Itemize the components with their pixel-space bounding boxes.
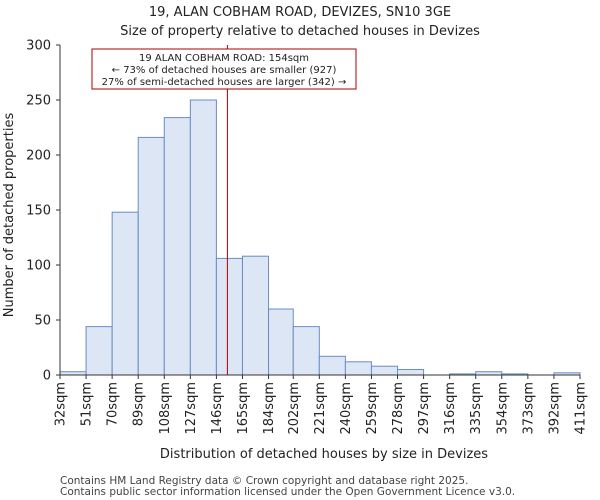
histogram-bar-259sqm bbox=[370, 365, 399, 376]
histogram-bar-278sqm bbox=[397, 369, 425, 376]
histogram-bar-51sqm bbox=[85, 326, 113, 376]
x-tick-label: 259sqm bbox=[365, 382, 380, 435]
x-tick-label: 202sqm bbox=[287, 382, 302, 435]
x-axis-label: Distribution of detached houses by size … bbox=[160, 447, 488, 462]
annotation-line-2: ← 73% of detached houses are smaller (92… bbox=[112, 65, 337, 76]
x-tick-label: 70sqm bbox=[106, 382, 121, 426]
x-tick-label: 335sqm bbox=[469, 382, 484, 435]
histogram-bar-127sqm bbox=[189, 99, 217, 376]
x-tick-label: 221sqm bbox=[313, 382, 328, 435]
histogram-bar-240sqm bbox=[344, 361, 372, 376]
x-tick-label: 32sqm bbox=[54, 382, 69, 426]
annotation-box: 19 ALAN COBHAM ROAD: 154sqm ← 73% of det… bbox=[91, 48, 357, 90]
x-tick-label: 184sqm bbox=[262, 382, 277, 435]
x-ticks-group: 32sqm 51sqm 70sqm 89sqm 108sqm 127sqm 146sqm 16… bbox=[54, 375, 589, 435]
bars-group bbox=[59, 99, 581, 376]
y-tick-label: 200 bbox=[26, 149, 51, 164]
y-tick-label: 0 bbox=[43, 369, 51, 384]
x-tick-label: 89sqm bbox=[132, 382, 147, 426]
x-tick-label: 316sqm bbox=[443, 382, 458, 435]
histogram-bar-165sqm bbox=[241, 255, 270, 376]
x-tick-label: 373sqm bbox=[521, 382, 536, 435]
footer-line-1: Contains HM Land Registry data © Crown c… bbox=[60, 475, 468, 487]
y-ticks-group: 0 50 100 150 200 250 300 bbox=[26, 39, 60, 384]
x-tick-label: 127sqm bbox=[184, 382, 199, 435]
x-tick-label: 354sqm bbox=[495, 382, 510, 435]
x-tick-label: 278sqm bbox=[391, 382, 406, 435]
chart-title: 19, ALAN COBHAM ROAD, DEVIZES, SN10 3GE bbox=[149, 5, 451, 20]
x-tick-label: 51sqm bbox=[80, 382, 95, 426]
x-tick-label: 411sqm bbox=[574, 382, 589, 435]
x-tick-label: 146sqm bbox=[210, 382, 225, 435]
histogram-bar-146sqm bbox=[215, 257, 243, 376]
histogram-bar-89sqm bbox=[137, 136, 165, 376]
histogram-bar-221sqm bbox=[318, 355, 346, 376]
y-tick-label: 250 bbox=[26, 94, 51, 109]
annotation-line-1: 19 ALAN COBHAM ROAD: 154sqm bbox=[139, 53, 309, 64]
x-tick-label: 297sqm bbox=[417, 382, 432, 435]
y-tick-label: 100 bbox=[26, 259, 51, 274]
y-tick-label: 50 bbox=[34, 314, 51, 329]
y-axis-label: Number of detached properties bbox=[2, 113, 17, 318]
x-tick-label: 165sqm bbox=[236, 382, 251, 435]
x-tick-label: 392sqm bbox=[547, 382, 562, 435]
y-tick-label: 300 bbox=[26, 39, 51, 54]
chart-subtitle: Size of property relative to detached ho… bbox=[120, 24, 480, 39]
y-tick-label: 150 bbox=[26, 204, 51, 219]
annotation-line-3: 27% of semi-detached houses are larger (… bbox=[102, 77, 347, 88]
x-tick-label: 108sqm bbox=[158, 382, 173, 435]
histogram-bar-70sqm bbox=[111, 211, 139, 376]
histogram-bar-202sqm bbox=[292, 326, 320, 376]
annotation-rect bbox=[91, 48, 357, 90]
histogram-bar-108sqm bbox=[163, 117, 191, 376]
x-tick-label: 240sqm bbox=[339, 382, 354, 435]
footer-line-2: Contains public sector information licen… bbox=[60, 486, 515, 498]
histogram-bar-184sqm bbox=[268, 308, 294, 376]
